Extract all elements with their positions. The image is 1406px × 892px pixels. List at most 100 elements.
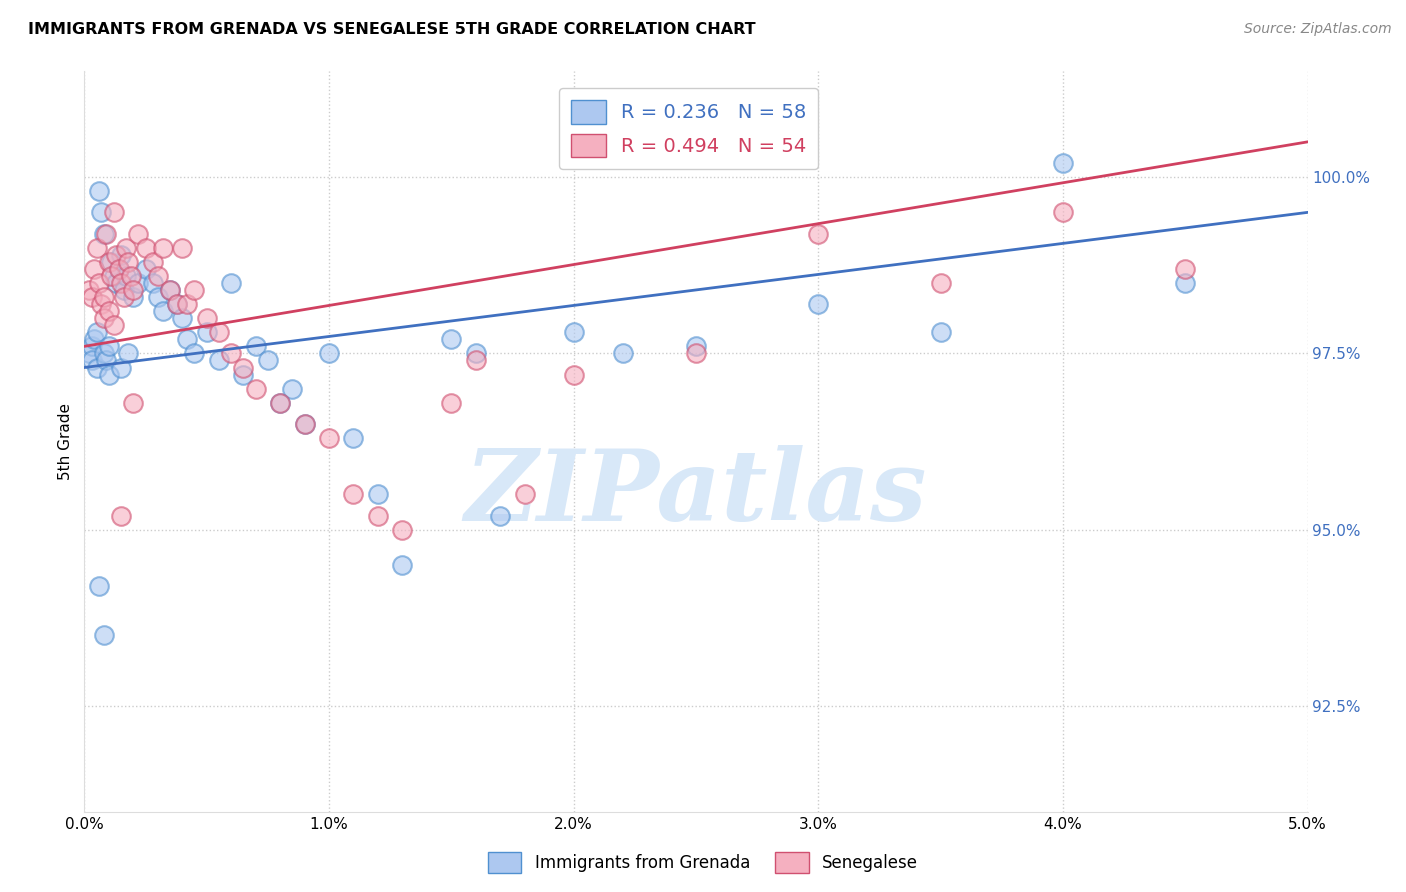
Point <box>112 290 135 304</box>
Point <box>562 368 585 382</box>
Point <box>96 353 118 368</box>
Point <box>929 325 952 339</box>
Point <box>97 339 120 353</box>
Point <box>112 283 135 297</box>
Point <box>93 346 115 360</box>
Point <box>83 261 105 276</box>
Point <box>77 346 100 360</box>
Point <box>1052 156 1074 170</box>
Point <box>269 396 291 410</box>
Point <box>90 297 112 311</box>
Point <box>807 297 830 311</box>
Point <box>342 487 364 501</box>
Point <box>120 268 142 283</box>
Point <box>219 346 242 360</box>
Point <box>489 508 512 523</box>
Point <box>117 346 139 360</box>
Point <box>80 353 103 368</box>
Point <box>127 227 149 241</box>
Text: ZIPatlas: ZIPatlas <box>465 445 927 541</box>
Point <box>294 417 316 431</box>
Point <box>97 304 120 318</box>
Point <box>86 241 108 255</box>
Point <box>1174 261 1197 276</box>
Point <box>90 205 112 219</box>
Point <box>115 268 138 283</box>
Point <box>391 523 413 537</box>
Point <box>97 254 120 268</box>
Point <box>1174 276 1197 290</box>
Point <box>107 261 129 276</box>
Point <box>464 353 486 368</box>
Point <box>342 431 364 445</box>
Legend: Immigrants from Grenada, Senegalese: Immigrants from Grenada, Senegalese <box>481 846 925 880</box>
Point <box>152 304 174 318</box>
Point <box>87 184 110 198</box>
Point <box>183 283 205 297</box>
Point <box>117 254 139 268</box>
Point <box>93 227 115 241</box>
Point <box>440 396 463 410</box>
Point <box>1052 205 1074 219</box>
Point <box>172 241 194 255</box>
Point <box>176 297 198 311</box>
Point <box>105 248 128 262</box>
Y-axis label: 5th Grade: 5th Grade <box>58 403 73 480</box>
Point <box>219 276 242 290</box>
Legend: R = 0.236   N = 58, R = 0.494   N = 54: R = 0.236 N = 58, R = 0.494 N = 54 <box>560 88 818 169</box>
Point <box>367 508 389 523</box>
Point <box>86 360 108 375</box>
Point <box>93 628 115 642</box>
Point <box>146 268 169 283</box>
Point <box>464 346 486 360</box>
Point <box>110 508 132 523</box>
Point <box>318 431 340 445</box>
Point <box>107 261 129 276</box>
Point <box>87 579 110 593</box>
Point <box>269 396 291 410</box>
Point <box>245 382 267 396</box>
Point <box>96 227 118 241</box>
Point <box>142 276 165 290</box>
Point <box>183 346 205 360</box>
Point <box>232 368 254 382</box>
Point <box>122 396 145 410</box>
Point <box>135 261 157 276</box>
Point <box>100 254 122 268</box>
Point <box>127 276 149 290</box>
Point <box>172 311 194 326</box>
Point <box>103 205 125 219</box>
Text: IMMIGRANTS FROM GRENADA VS SENEGALESE 5TH GRADE CORRELATION CHART: IMMIGRANTS FROM GRENADA VS SENEGALESE 5T… <box>28 22 756 37</box>
Point <box>294 417 316 431</box>
Point <box>146 290 169 304</box>
Point <box>257 353 280 368</box>
Point <box>685 346 707 360</box>
Point <box>195 325 218 339</box>
Point <box>97 368 120 382</box>
Point <box>135 241 157 255</box>
Point <box>87 276 110 290</box>
Point <box>77 283 100 297</box>
Point <box>318 346 340 360</box>
Point <box>367 487 389 501</box>
Point <box>685 339 707 353</box>
Point <box>440 332 463 346</box>
Text: Source: ZipAtlas.com: Source: ZipAtlas.com <box>1244 22 1392 37</box>
Point <box>105 276 128 290</box>
Point <box>110 248 132 262</box>
Point <box>807 227 830 241</box>
Point <box>93 290 115 304</box>
Point <box>612 346 634 360</box>
Point <box>93 311 115 326</box>
Point <box>80 339 103 353</box>
Point <box>110 276 132 290</box>
Point <box>152 241 174 255</box>
Point <box>562 325 585 339</box>
Point <box>100 268 122 283</box>
Point <box>208 353 231 368</box>
Point <box>122 290 145 304</box>
Point <box>115 241 138 255</box>
Point <box>159 283 181 297</box>
Point <box>195 311 218 326</box>
Point <box>245 339 267 353</box>
